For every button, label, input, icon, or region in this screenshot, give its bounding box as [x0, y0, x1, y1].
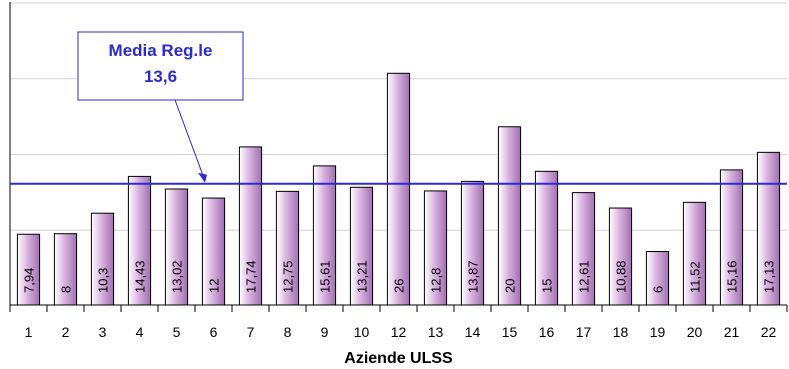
- x-tick-label: 3: [99, 324, 107, 340]
- x-tick-label: 9: [321, 324, 329, 340]
- bar-value-label: 15,16: [725, 260, 740, 293]
- x-tick-label: 21: [724, 324, 740, 340]
- x-tick-label: 5: [173, 324, 181, 340]
- x-tick-label: 15: [502, 324, 518, 340]
- x-tick-label: 19: [650, 324, 666, 340]
- bar-value-label: 20: [503, 279, 518, 293]
- bar-value-label: 10,3: [96, 268, 111, 293]
- bar: [497, 126, 522, 306]
- bar-value-label: 15,61: [318, 260, 333, 293]
- bar-value-label: 10,88: [614, 260, 629, 293]
- bar: [53, 233, 78, 306]
- bar-value-label: 15: [540, 279, 555, 293]
- bar-value-label: 14,43: [133, 260, 148, 293]
- x-tick-label: 14: [465, 324, 481, 340]
- tick-labels: 1 2 3 4 5 6 7 8 9 10 12 13 14 15 16 17 18 19 20 21 22: [25, 324, 777, 340]
- bar-value-label: 12,61: [577, 260, 592, 293]
- bar: [386, 72, 411, 306]
- bar-value-label: 13,87: [466, 260, 481, 293]
- axes: [9, 2, 788, 312]
- x-tick-label: 1: [25, 324, 33, 340]
- x-tick-label: 22: [761, 324, 777, 340]
- reference-layer: Media Reg.le 13,6: [10, 31, 787, 185]
- annotation-arrow: [174, 99, 206, 181]
- annotation-arrowhead: [198, 172, 207, 183]
- bar-value-label: 13,02: [170, 260, 185, 293]
- x-axis-title: Aziende ULSS: [344, 350, 453, 367]
- bar-value-label: 13,21: [355, 260, 370, 293]
- x-tick-label: 7: [247, 324, 255, 340]
- bar: [645, 251, 670, 306]
- bar-value-label: 8: [59, 286, 74, 293]
- bar-value-label: 12,8: [429, 268, 444, 293]
- bar-value-label: 7,94: [22, 268, 37, 293]
- bar-value-label: 17,13: [762, 260, 777, 293]
- x-tick-label: 13: [428, 324, 444, 340]
- bar-value-label: 26: [392, 279, 407, 293]
- x-tick-label: 2: [62, 324, 70, 340]
- x-tick-label: 18: [613, 324, 629, 340]
- x-tick-label: 16: [539, 324, 555, 340]
- annotation-title: Media Reg.le: [109, 41, 213, 60]
- x-tick-label: 4: [136, 324, 144, 340]
- x-tick-label: 10: [354, 324, 370, 340]
- x-tick-label: 17: [576, 324, 592, 340]
- annotation-box: [77, 31, 244, 101]
- bar-value-label: 12,75: [281, 260, 296, 293]
- x-tick-label: 12: [391, 324, 407, 340]
- bar-value-label: 6: [651, 286, 666, 293]
- x-tick-label: 8: [284, 324, 292, 340]
- bar-value-label: 11,52: [688, 261, 703, 293]
- x-tick-label: 20: [687, 324, 703, 340]
- bar-value-label: 12: [207, 279, 222, 293]
- x-tick-label: 6: [210, 324, 218, 340]
- bar-value-label: 17,74: [244, 260, 259, 293]
- annotation-value: 13,6: [144, 67, 177, 86]
- bars: 7,94 8 10,3 14,43 13,02 12 17,74 12,75 15,61 13,2…: [16, 72, 781, 306]
